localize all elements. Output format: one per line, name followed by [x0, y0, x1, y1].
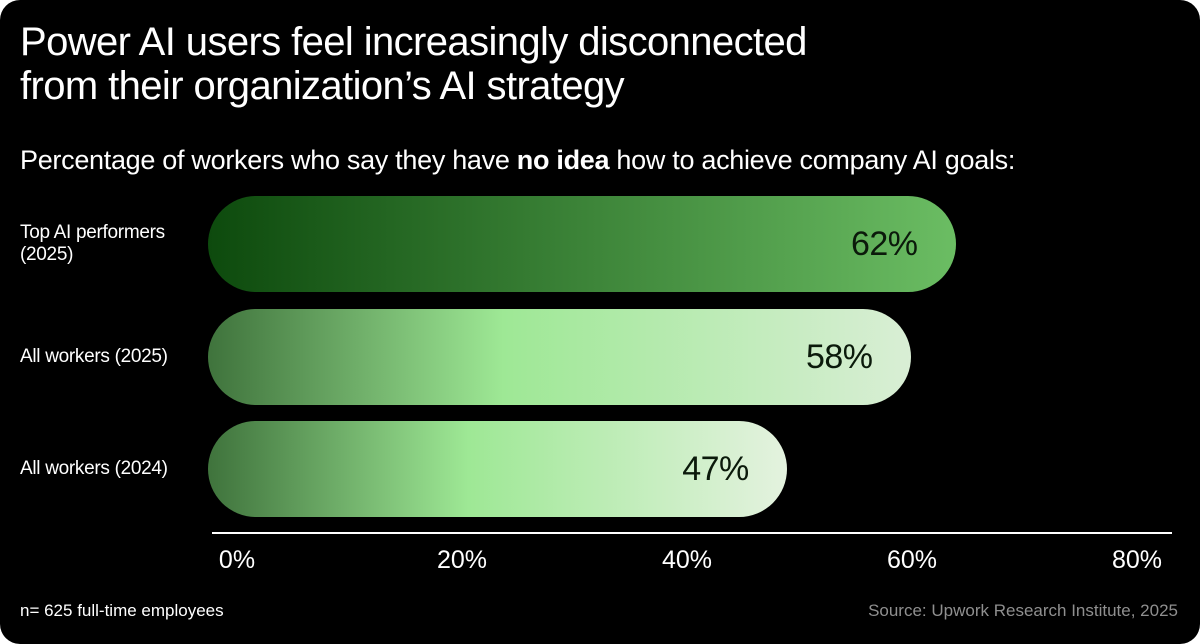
- x-tick-label: 60%: [886, 546, 938, 574]
- subtitle-text-before: Percentage of workers who say they have: [20, 145, 517, 175]
- category-label-line: All workers (2025): [20, 346, 168, 367]
- subtitle-emphasis: no idea: [516, 145, 610, 175]
- bar: 47%: [208, 421, 787, 517]
- x-tick-label: 80%: [1111, 546, 1163, 574]
- sample-size-footnote: n= 625 full-time employees: [20, 601, 224, 620]
- chart-title: Power AI users feel increasingly disconn…: [20, 20, 1020, 108]
- bar: 58%: [208, 309, 911, 405]
- category-label: All workers (2024): [20, 458, 200, 480]
- subtitle-text-after: how to achieve company AI goals:: [609, 145, 1016, 175]
- bar-value-label: 58%: [805, 338, 873, 376]
- x-tick-label: 40%: [661, 546, 713, 574]
- x-tick-label: 20%: [436, 546, 488, 574]
- bar-value-label: 47%: [682, 450, 749, 488]
- chart-title-line-1: Power AI users feel increasingly disconn…: [20, 20, 807, 64]
- category-label-line: All workers (2024): [20, 458, 168, 479]
- category-label-line: (2025): [20, 244, 74, 265]
- chart-subtitle: Percentage of workers who say they have …: [20, 143, 1015, 177]
- category-label: Top AI performers (2025): [20, 222, 200, 266]
- bar: 62%: [208, 196, 956, 292]
- chart-title-line-2: from their organization’s AI strategy: [20, 64, 625, 108]
- category-label: All workers (2025): [20, 346, 200, 368]
- x-axis-line: [212, 532, 1172, 534]
- source-note: Source: Upwork Research Institute, 2025: [868, 601, 1178, 620]
- category-label-line: Top AI performers: [20, 222, 165, 243]
- bar-value-label: 62%: [850, 225, 918, 263]
- x-tick-label: 0%: [218, 546, 256, 574]
